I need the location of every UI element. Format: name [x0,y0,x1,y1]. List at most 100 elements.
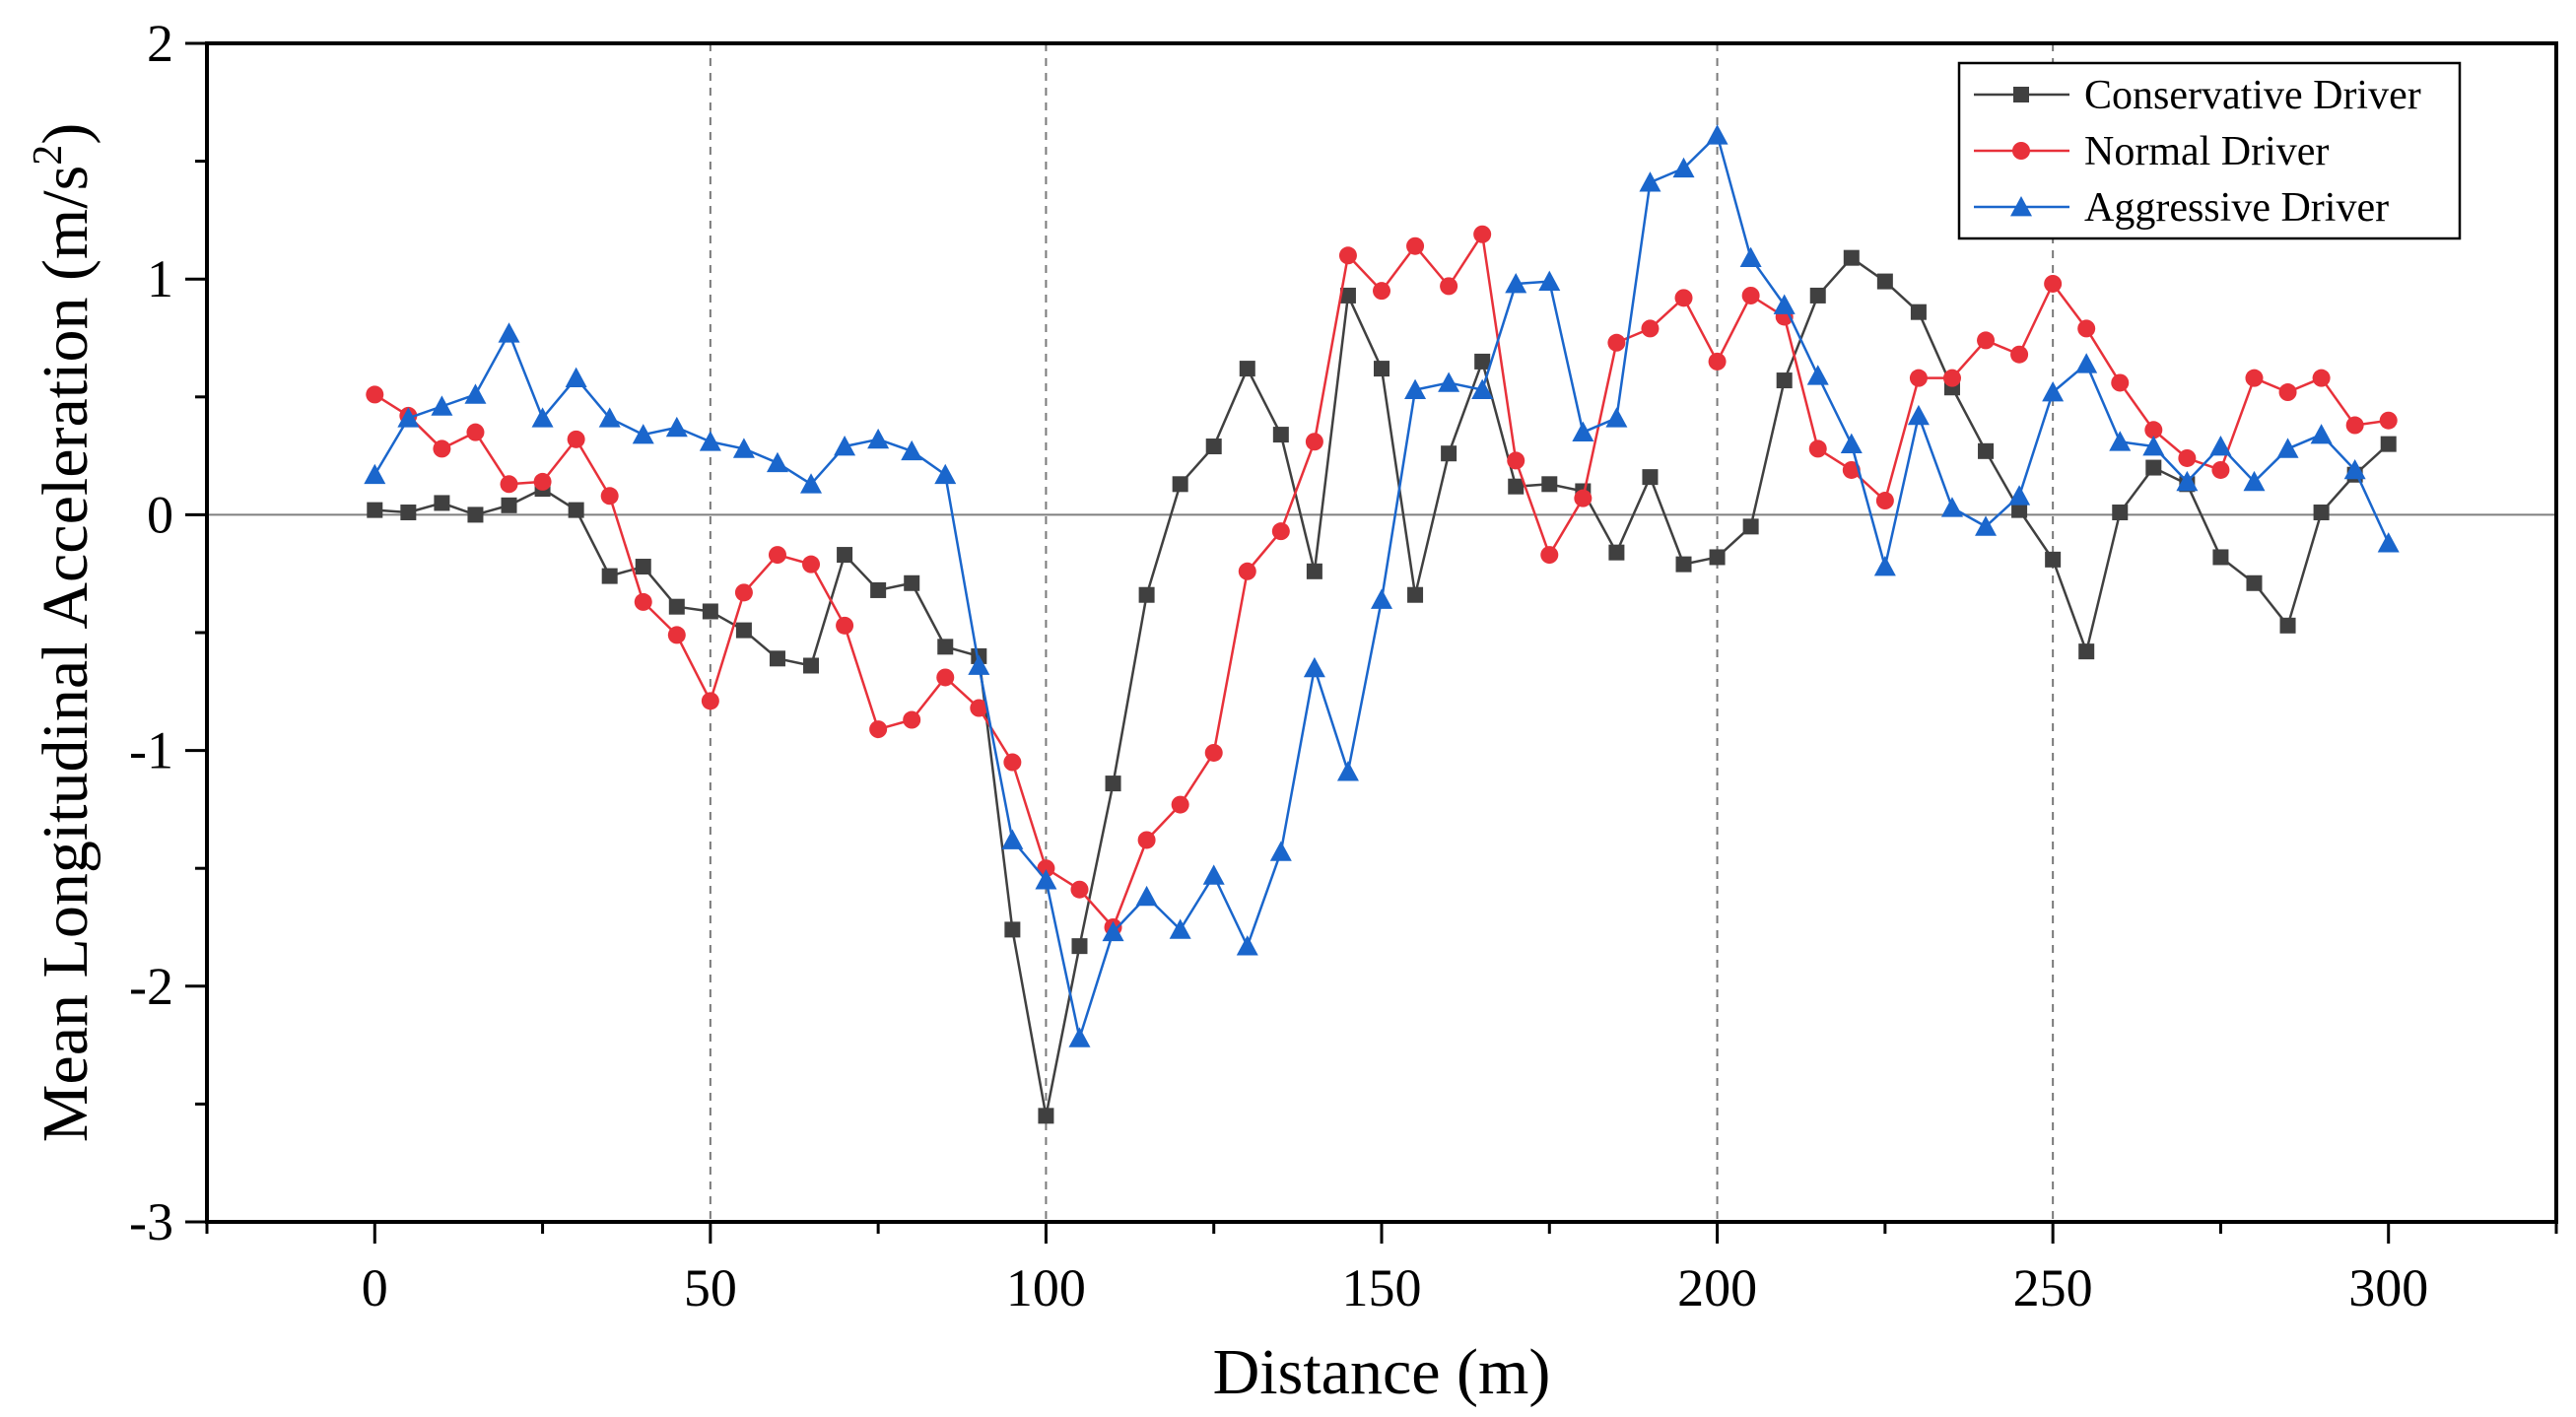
y-tick-label: 1 [147,249,173,308]
data-point [1538,270,1561,291]
data-point [1102,920,1124,942]
data-point [2077,319,2096,338]
data-point [668,598,685,615]
data-point [1674,289,1693,307]
data-point [1709,549,1726,566]
data-point [1474,353,1491,370]
data-point [1239,361,1255,377]
data-point [2111,373,2130,392]
data-point [1876,273,1893,290]
y-axis-title-close: ) [30,123,102,145]
data-point [434,495,450,511]
x-tick-label: 150 [1342,1258,1422,1317]
data-point [1238,562,1256,580]
legend-marker-conservative [2013,87,2029,102]
data-point [1809,287,1826,304]
data-point [568,502,584,518]
series-conservative-driver [367,249,2397,1124]
data-point [634,592,652,611]
data-point [1037,859,1055,878]
data-point [598,407,621,428]
legend-marker-shape [2010,196,2032,217]
data-point [467,506,484,523]
data-point [1471,378,1494,399]
x-tick-label: 300 [2348,1258,2428,1317]
data-point [1607,333,1626,352]
data-point [1572,421,1594,442]
y-tick-label: 0 [147,485,173,544]
data-point [2212,549,2229,566]
data-point [1137,831,1156,849]
y-tick-label: -1 [129,721,173,780]
legend: Conservative Driver Normal Driver Aggres… [1957,61,2462,240]
y-axis-title: Mean Longitudinal Acceleration (m/s2) [26,123,102,1143]
data-point [2343,458,2366,480]
data-point [869,720,888,739]
y-tick-label: 2 [147,14,173,73]
data-point [2211,460,2230,479]
data-point [1977,331,1996,350]
data-point [1438,371,1460,392]
data-point [1808,439,1827,458]
data-point [500,475,518,494]
x-axis: 0 50 100 150 200 250 300 [205,1222,2558,1317]
data-point [1306,563,1322,579]
data-point [904,574,920,591]
data-point [1371,588,1392,609]
data-point [901,439,923,461]
data-point [2312,369,2331,387]
data-point [1842,460,1861,479]
data-point [1675,556,1692,573]
data-point [1639,171,1661,192]
data-point [1473,225,1492,243]
data-point [1540,546,1559,565]
data-point [1336,761,1359,781]
data-point [1272,427,1289,443]
reference-lines [709,43,2055,1222]
data-point [2109,431,2132,451]
data-point [367,502,383,518]
data-point [433,439,451,458]
legend-marker-normal [2012,142,2030,160]
data-point [1910,304,1927,320]
legend-marker-aggressive [2010,196,2032,217]
data-point [2245,369,2264,387]
data-point [2246,574,2263,591]
data-point [1741,286,1760,304]
x-tick-label: 0 [362,1258,388,1317]
series-layer [364,124,2400,1124]
data-point [2310,424,2333,444]
data-point [1940,497,1963,517]
data-point [1440,277,1458,296]
data-point [1205,439,1222,455]
data-point [1305,433,1323,451]
data-point [1507,451,1525,470]
data-point [2008,485,2031,506]
data-point [1505,272,1527,294]
data-point [2011,502,2028,518]
data-point [1138,586,1155,603]
y-axis-title-superscript: 2 [26,145,71,166]
data-point [1236,935,1258,956]
legend-marker-shape [2013,87,2029,102]
data-point [732,438,755,458]
data-point [1373,282,1390,301]
data-point [870,581,887,598]
legend-entry-conservative: Conservative Driver [1974,73,2421,118]
data-point [1672,157,1695,178]
data-point [701,692,719,710]
data-point [1303,656,1325,678]
data-point [1574,489,1593,507]
data-point [735,622,752,639]
data-point [1708,352,1727,371]
data-point [1269,841,1292,861]
data-point [1975,515,1998,536]
data-point [533,472,552,491]
data-point [1001,829,1024,849]
data-point [1942,369,1961,387]
data-point [968,654,990,675]
data-point [1202,864,1225,885]
y-tick-label: -2 [129,957,173,1016]
data-point [800,473,823,494]
